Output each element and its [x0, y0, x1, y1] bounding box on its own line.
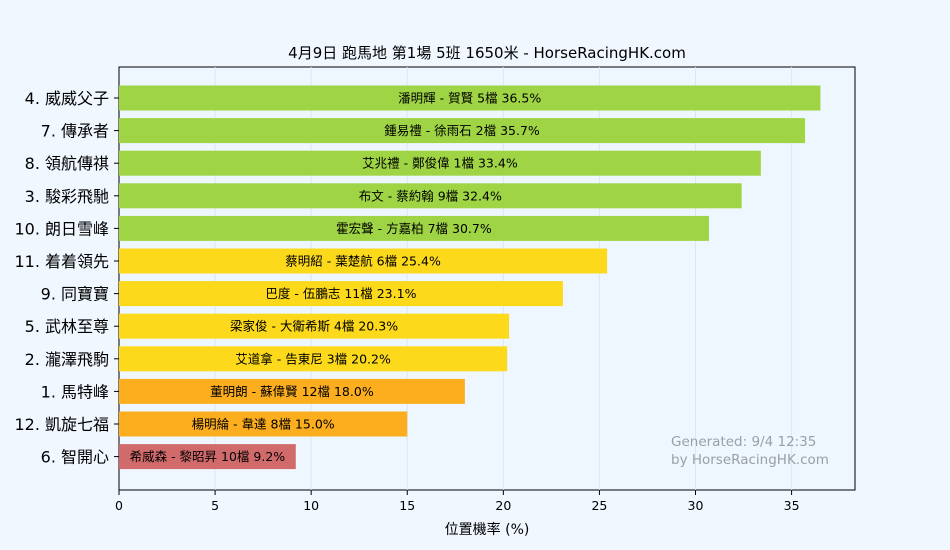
x-tick-label: 30 — [688, 498, 704, 513]
bar — [119, 248, 608, 274]
bar — [119, 183, 742, 209]
category-label: 7. 傳承者 — [41, 122, 109, 141]
bar — [119, 346, 508, 372]
bar — [119, 118, 806, 144]
x-tick-label: 15 — [399, 498, 415, 513]
bar — [119, 85, 821, 111]
bar-data-label: 梁家俊 - 大衛希斯 4檔 20.3% — [230, 319, 398, 334]
category-label: 8. 領航傳祺 — [25, 154, 109, 173]
category-label: 5. 武林至尊 — [25, 317, 109, 336]
x-axis-title: 位置機率 (%) — [445, 521, 530, 538]
bar-data-label: 楊明綸 - 韋達 8檔 15.0% — [192, 417, 335, 432]
category-label: 11. 着着領先 — [14, 252, 109, 271]
chart-title: 4月9日 跑馬地 第1場 5班 1650米 - HorseRacingHK.co… — [288, 44, 686, 62]
x-tick-label: 35 — [784, 498, 800, 513]
bar-labels: 潘明輝 - 賀賢 5檔 36.5% 鍾易禮 - 徐雨石 2檔 35.7% 艾兆禮 -… — [130, 91, 542, 465]
watermark-line-2: by HorseRacingHK.com — [671, 452, 829, 468]
bar-data-label: 董明朗 - 蘇偉賢 12檔 18.0% — [210, 384, 374, 399]
bar-data-label: 蔡明紹 - 葉楚航 6檔 25.4% — [285, 254, 441, 269]
category-labels: 4. 威威父子 7. 傳承者 8. 領航傳祺 3. 駿彩飛馳 10. 朗日雪峰 11. 着… — [14, 89, 119, 467]
bar-data-label: 鍾易禮 - 徐雨石 2檔 35.7% — [384, 123, 540, 138]
category-label: 4. 威威父子 — [25, 89, 109, 108]
bar-data-label: 布文 - 蔡約翰 9檔 32.4% — [359, 188, 502, 203]
category-label: 2. 瀧澤飛駒 — [25, 350, 109, 369]
bar-data-label: 艾兆禮 - 鄭俊偉 1檔 33.4% — [362, 156, 518, 171]
bar — [119, 281, 563, 307]
category-label: 9. 同寶寶 — [41, 285, 109, 304]
category-label: 6. 智開心 — [41, 448, 109, 467]
bar — [119, 150, 761, 176]
bar — [119, 411, 408, 437]
bar-data-label: 希威森 - 黎昭昇 10檔 9.2% — [130, 449, 286, 464]
bar-data-label: 潘明輝 - 賀賢 5檔 36.5% — [398, 91, 541, 106]
bar — [119, 215, 709, 241]
x-tick-label: 5 — [211, 498, 219, 513]
x-ticks: 0 5 10 15 20 25 30 35 — [115, 490, 800, 513]
category-label: 12. 凱旋七福 — [14, 415, 109, 434]
bar — [119, 444, 296, 470]
category-label: 10. 朗日雪峰 — [14, 219, 109, 238]
x-tick-label: 20 — [495, 498, 511, 513]
bar — [119, 378, 465, 404]
x-tick-label: 10 — [303, 498, 319, 513]
x-tick-label: 25 — [591, 498, 607, 513]
bar-data-label: 巴度 - 伍鵬志 11檔 23.1% — [265, 286, 416, 301]
bars — [119, 85, 821, 470]
watermark-line-1: Generated: 9/4 12:35 — [671, 434, 816, 450]
bar-data-label: 霍宏聲 - 方嘉柏 7檔 30.7% — [336, 221, 492, 236]
bar-data-label: 艾道拿 - 告東尼 3檔 20.2% — [235, 351, 391, 366]
category-label: 1. 馬特峰 — [41, 382, 109, 401]
bar — [119, 313, 510, 339]
x-tick-label: 0 — [115, 498, 123, 513]
category-label: 3. 駿彩飛馳 — [25, 187, 109, 206]
